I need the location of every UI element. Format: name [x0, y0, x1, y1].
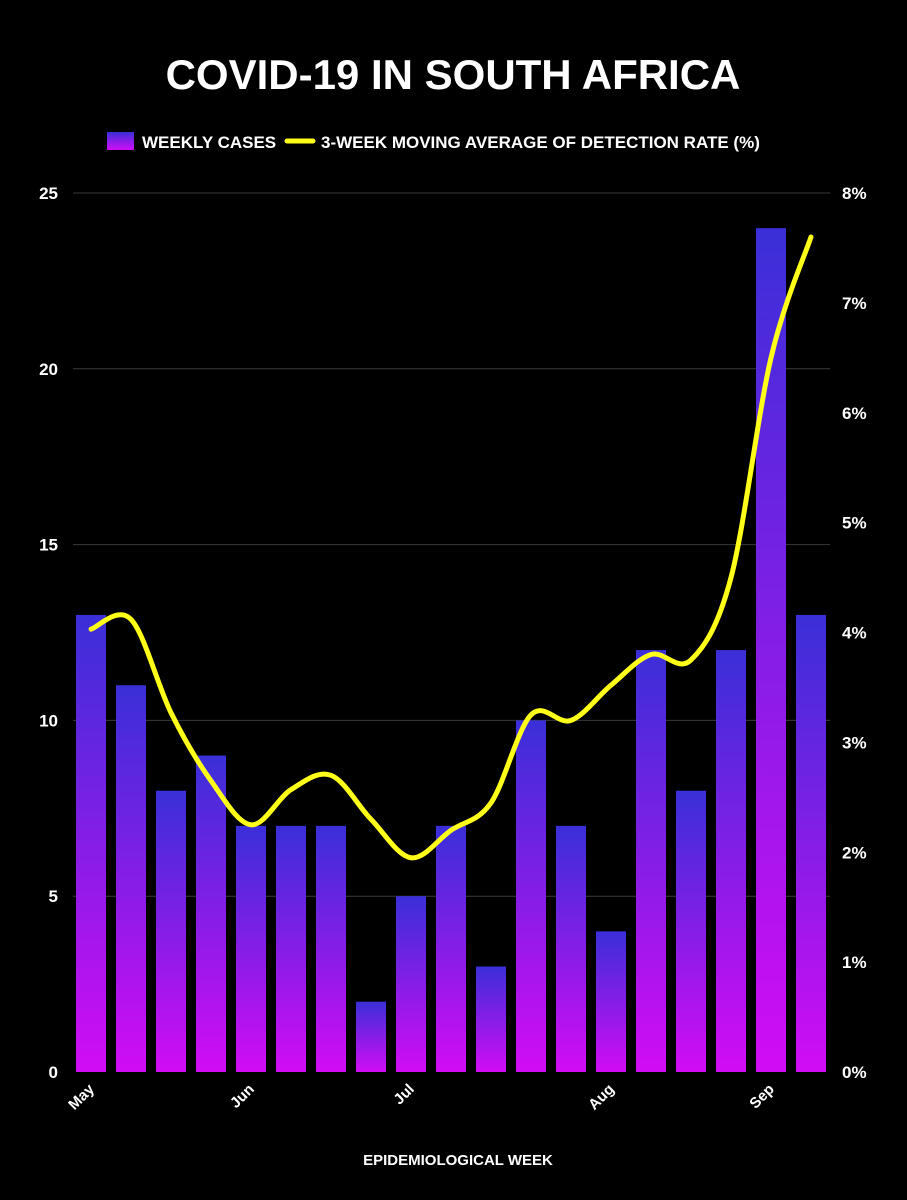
- y-tick-label-right: 0%: [842, 1063, 867, 1082]
- bar-week-11: [476, 966, 506, 1072]
- y-axis-left: 0 5 10 15 20 25: [39, 184, 58, 1082]
- bar-week-8: [356, 1001, 386, 1072]
- bar-week-5: [236, 825, 266, 1072]
- bar-week-3: [156, 790, 186, 1072]
- y-tick-label-left: 10: [39, 711, 58, 730]
- y-tick-label-right: 5%: [842, 514, 867, 533]
- x-tick-label: May: [65, 1080, 98, 1113]
- x-tick-label: Sep: [746, 1081, 777, 1112]
- bar-week-16: [676, 790, 706, 1072]
- bar-week-6: [276, 825, 306, 1072]
- y-tick-label-right: 3%: [842, 733, 867, 752]
- bar-series-weekly-cases: [76, 228, 826, 1072]
- bar-week-1: [76, 614, 106, 1072]
- bar-week-2: [116, 685, 146, 1072]
- y-tick-label-left: 5: [49, 887, 58, 906]
- y-tick-label-left: 20: [39, 360, 58, 379]
- legend-swatch-weekly-cases: [107, 132, 134, 150]
- bar-week-14: [596, 931, 626, 1072]
- chart-title: COVID-19 IN SOUTH AFRICA: [166, 51, 741, 98]
- x-tick-label: Jun: [227, 1081, 258, 1112]
- legend: WEEKLY CASES 3-WEEK MOVING AVERAGE OF DE…: [107, 132, 760, 152]
- y-tick-label-right: 7%: [842, 294, 867, 313]
- y-tick-label-right: 2%: [842, 843, 867, 862]
- y-tick-label-right: 1%: [842, 953, 867, 972]
- x-tick-label: Jul: [390, 1081, 417, 1108]
- x-axis: May Jun Jul Aug Sep: [65, 1080, 778, 1113]
- bar-week-13: [556, 825, 586, 1072]
- y-tick-label-left: 15: [39, 536, 58, 555]
- y-tick-label-right: 8%: [842, 184, 867, 203]
- legend-label-detection-rate: 3-WEEK MOVING AVERAGE OF DETECTION RATE …: [321, 133, 760, 152]
- bar-week-9: [396, 896, 426, 1072]
- x-axis-label: EPIDEMIOLOGICAL WEEK: [363, 1152, 553, 1169]
- bar-week-7: [316, 825, 346, 1072]
- line-series-detection-rate: [88, 234, 814, 861]
- y-tick-label-right: 4%: [842, 624, 867, 643]
- y-tick-label-left: 25: [39, 184, 58, 203]
- legend-label-weekly-cases: WEEKLY CASES: [142, 133, 276, 152]
- y-axis-right: 0% 1% 2% 3% 4% 5% 6% 7% 8%: [842, 184, 867, 1082]
- bar-week-10: [436, 825, 466, 1072]
- bar-week-15: [636, 650, 666, 1072]
- bar-week-19: [796, 614, 826, 1072]
- bar-week-12: [516, 720, 546, 1072]
- bar-week-17: [716, 650, 746, 1072]
- detection-rate-line: [88, 234, 814, 861]
- x-tick-label: Aug: [585, 1081, 618, 1114]
- y-tick-label-left: 0: [49, 1063, 58, 1082]
- y-tick-label-right: 6%: [842, 404, 867, 423]
- bar-week-4: [196, 755, 226, 1072]
